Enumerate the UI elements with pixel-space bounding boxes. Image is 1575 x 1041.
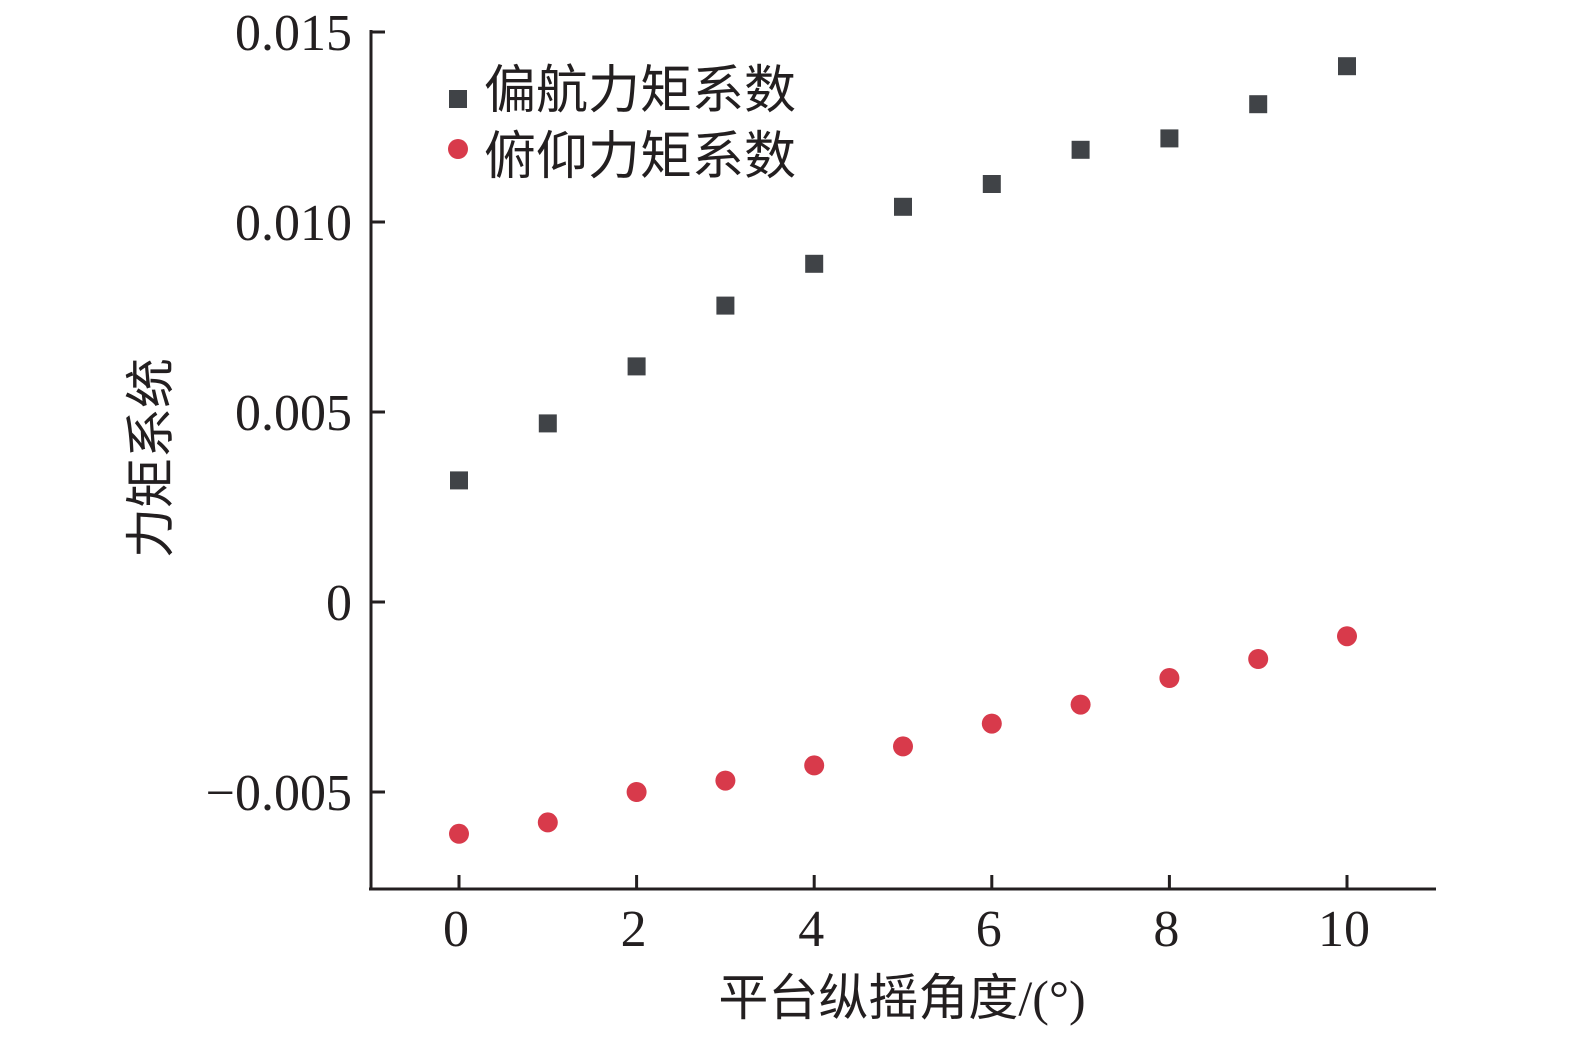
data-point-pitch bbox=[715, 770, 736, 791]
data-point-yaw bbox=[982, 175, 1001, 193]
x-tick-label: 2 bbox=[621, 901, 647, 958]
legend: 偏航力矩系数 俯仰力矩系数 bbox=[448, 63, 796, 186]
data-point-yaw bbox=[805, 254, 824, 273]
data-point-yaw bbox=[1249, 95, 1268, 114]
y-tick-label: −0.005 bbox=[206, 765, 352, 822]
y-tick-label: 0.005 bbox=[235, 385, 352, 442]
data-point-yaw bbox=[716, 296, 735, 315]
data-point-yaw bbox=[627, 357, 646, 376]
legend-marker-yaw bbox=[449, 90, 467, 108]
data-point-yaw bbox=[1160, 129, 1179, 148]
legend-marker-pitch bbox=[448, 139, 468, 159]
data-point-yaw bbox=[1338, 57, 1356, 76]
x-tick-label: 6 bbox=[976, 901, 1002, 958]
data-point-pitch bbox=[981, 713, 1002, 734]
marks-layer bbox=[449, 57, 1357, 844]
data-point-yaw bbox=[450, 471, 468, 490]
data-point-pitch bbox=[537, 812, 558, 833]
x-tick-label: 10 bbox=[1318, 901, 1370, 958]
x-tick-label: 0 bbox=[443, 901, 469, 958]
data-point-yaw bbox=[1071, 140, 1090, 159]
legend-label-pitch: 俯仰力矩系数 bbox=[484, 129, 796, 186]
y-tick-label: 0 bbox=[326, 575, 352, 632]
data-point-pitch bbox=[449, 823, 469, 844]
data-point-pitch bbox=[804, 755, 825, 776]
data-point-pitch bbox=[1248, 649, 1269, 669]
data-point-pitch bbox=[1337, 626, 1357, 647]
data-point-yaw bbox=[894, 197, 912, 216]
x-axis-title: 平台纵摇角度/(°) bbox=[718, 970, 1085, 1026]
x-tick-label: 8 bbox=[1153, 901, 1179, 958]
y-tick-label: 0.015 bbox=[235, 5, 352, 62]
y-axis-title: 力矩系统 bbox=[123, 358, 179, 558]
y-tick-label: 0.010 bbox=[235, 195, 352, 252]
data-point-yaw bbox=[538, 414, 557, 433]
data-point-pitch bbox=[893, 736, 913, 757]
data-point-pitch bbox=[1159, 668, 1180, 688]
ticks-layer: −0.005 0 0.005 0.010 0.015 0 2 4 6 8 10 bbox=[206, 5, 1370, 958]
data-point-pitch bbox=[626, 782, 647, 802]
legend-label-yaw: 偏航力矩系数 bbox=[484, 63, 796, 120]
data-point-pitch bbox=[1070, 694, 1091, 715]
axes-layer bbox=[369, 30, 1436, 891]
x-tick-label: 4 bbox=[798, 901, 824, 958]
